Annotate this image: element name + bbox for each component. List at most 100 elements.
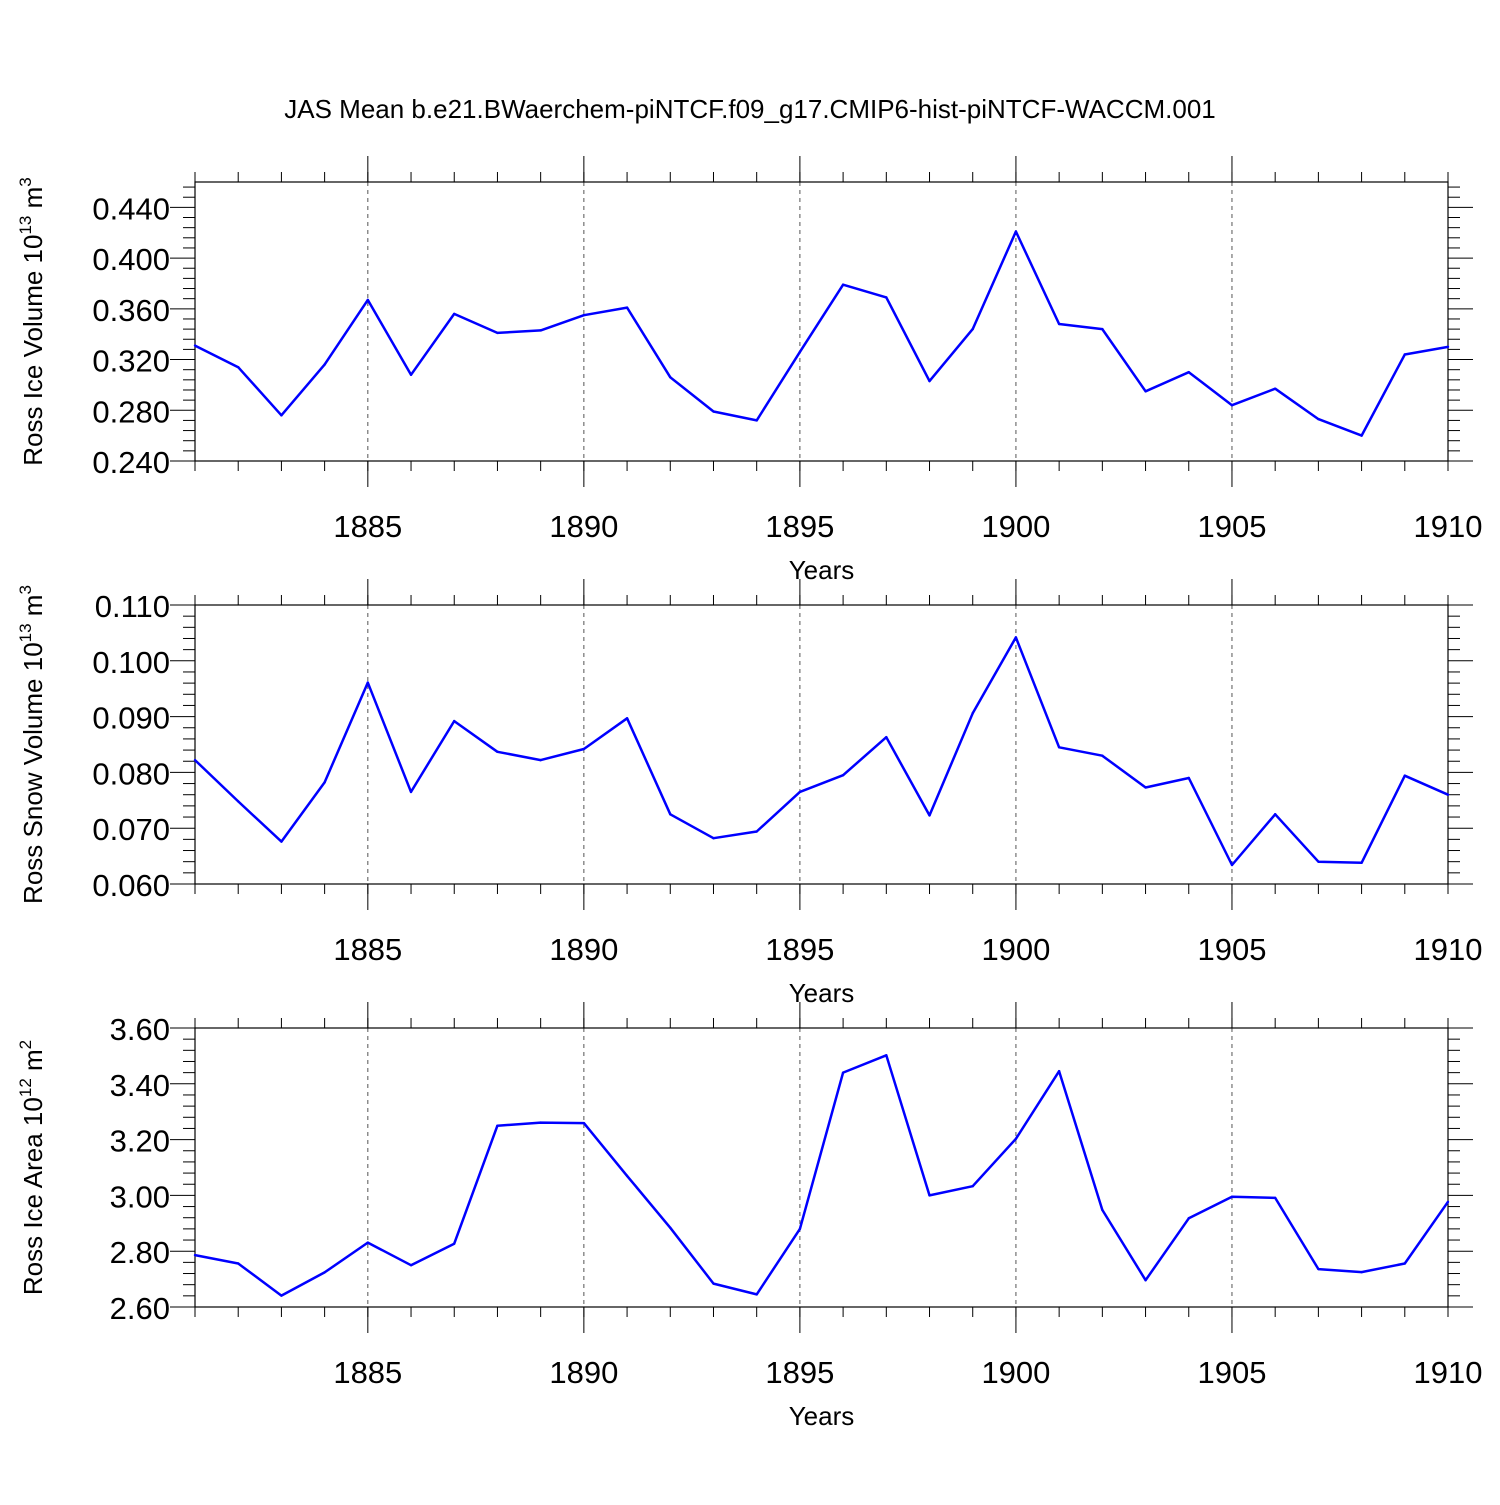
ross-ice-area-point (280, 1294, 283, 1297)
ross-ice-volume-point (712, 410, 715, 413)
x-tick-label: 1885 (333, 1355, 402, 1390)
ross-snow-volume-point (841, 773, 845, 777)
ross-ice-area-point (1446, 1200, 1450, 1204)
ross-ice-volume-point (539, 329, 542, 332)
ross-snow-volume-point (323, 781, 326, 784)
x-tick-label: 1910 (1414, 509, 1483, 544)
ross-snow-volume-point (409, 790, 413, 794)
ross-ice-volume-point (755, 419, 758, 422)
x-tick-label: 1890 (549, 1355, 618, 1390)
ross-snow-volume-point (1014, 636, 1018, 639)
x-tick-label: 1885 (333, 932, 402, 967)
ross-ice-volume-series-line (194, 230, 1449, 437)
ross-ice-area-point (193, 1253, 197, 1257)
ross-ice-volume-point (1101, 327, 1104, 331)
ross-snow-volume-point (885, 736, 888, 739)
ross-snow-volume-point (1230, 863, 1234, 867)
ross-ice-volume-point (1014, 230, 1018, 233)
plot-frame (194, 181, 1449, 462)
ross-ice-volume-point (193, 344, 197, 347)
ross-ice-volume-point (971, 327, 974, 331)
y-tick-label: 0.280 (92, 394, 170, 429)
ross-snow-volume-point (625, 717, 629, 720)
y-tick-label: 3.60 (110, 1012, 170, 1047)
ross-ice-area-point (496, 1124, 499, 1127)
x-axis-label: Years (789, 978, 855, 1008)
y-tick-label: 0.070 (92, 812, 170, 847)
ross-ice-volume-point (669, 376, 672, 379)
ross-ice-area-point (1014, 1137, 1018, 1140)
ross-ice-area-point (1101, 1208, 1104, 1212)
y-tick-label: 0.240 (92, 445, 170, 480)
ross-ice-volume-point (1144, 390, 1147, 393)
ross-ice-area-point (366, 1241, 370, 1244)
ross-ice-area-point (669, 1226, 672, 1229)
ross-snow-volume-point (712, 837, 715, 840)
x-tick-label: 1895 (765, 932, 834, 967)
ross-ice-volume-point (885, 296, 888, 299)
ross-ice-area-point (1317, 1267, 1320, 1271)
ross-ice-volume-point (323, 363, 326, 366)
ross-snow-volume-point (1187, 776, 1190, 780)
ross-ice-area-point (1144, 1279, 1147, 1282)
ross-ice-area-point (539, 1121, 542, 1124)
ross-snow-volume-point (1144, 786, 1147, 789)
y-axis-label: Ross Snow Volume 1013 m3 (16, 585, 48, 904)
ross-ice-area-point (453, 1242, 456, 1245)
x-tick-label: 1905 (1197, 1355, 1266, 1390)
ross-snow-volume-point (928, 814, 931, 817)
ross-ice-area-point (409, 1263, 413, 1267)
y-tick-label: 0.060 (92, 868, 170, 903)
ross-snow-volume-point (1273, 813, 1277, 816)
x-tick-label: 1910 (1414, 1355, 1483, 1390)
ross-snow-volume-panel: 0.060 0.070 0.080 0.090 0.100 0.110 1885 1890 18… (16, 579, 1482, 1008)
ross-ice-volume-point (280, 414, 283, 417)
ross-snow-volume-point (669, 813, 672, 816)
ross-ice-volume-point (366, 298, 370, 302)
ross-snow-volume-point (237, 800, 240, 803)
ross-ice-area-point (1187, 1217, 1190, 1220)
plot-frame (194, 604, 1449, 885)
ross-ice-area-series-line (194, 1054, 1450, 1297)
ross-ice-volume-point (928, 379, 931, 383)
ross-ice-area-point (582, 1121, 586, 1125)
x-tick-label: 1890 (549, 932, 618, 967)
ross-snow-volume-point (1403, 774, 1406, 777)
y-tick-label: 2.60 (110, 1291, 170, 1326)
ross-snow-volume-point (1360, 861, 1363, 864)
x-tick-label: 1890 (549, 509, 618, 544)
ross-ice-volume-point (841, 283, 845, 286)
ross-ice-volume-point (1317, 417, 1320, 421)
ross-snow-volume-series-line (194, 636, 1449, 867)
y-tick-label: 0.110 (95, 589, 170, 624)
plot-frame (194, 1027, 1449, 1308)
ross-ice-volume-point (625, 306, 629, 309)
ross-snow-volume-point (1317, 860, 1320, 863)
ross-ice-volume-point (798, 350, 802, 354)
ross-ice-area-point (798, 1227, 802, 1231)
ross-ice-volume-point (237, 365, 240, 369)
ross-snow-volume-point (1101, 754, 1104, 757)
ross-ice-area-panel: 2.60 2.80 3.00 3.20 3.40 3.60 1885 1890 1895 1900… (16, 1002, 1482, 1431)
ross-snow-volume-point (453, 719, 456, 723)
ross-ice-area-point (712, 1282, 715, 1285)
ross-snow-volume-point (193, 758, 197, 762)
x-tick-label: 1895 (765, 1355, 834, 1390)
ross-snow-volume-point (496, 750, 499, 753)
ross-snow-volume-point (798, 790, 802, 794)
y-axis-label: Ross Ice Area 1012 m2 (16, 1040, 48, 1295)
ross-ice-volume-panel: 0.240 0.280 0.320 0.360 0.400 0.440 1885 1890 18… (16, 156, 1482, 585)
y-tick-label: 0.360 (92, 293, 170, 328)
ross-ice-area-point (323, 1271, 326, 1274)
y-tick-label: 3.40 (110, 1068, 170, 1103)
ross-ice-area-point (1360, 1270, 1363, 1274)
ross-ice-volume-point (453, 312, 456, 316)
ross-ice-area-point (841, 1071, 845, 1074)
ross-ice-area-point (237, 1262, 240, 1265)
y-tick-label: 2.80 (110, 1235, 170, 1270)
ross-ice-area-point (1057, 1070, 1061, 1073)
x-tick-label: 1895 (765, 509, 834, 544)
ross-snow-volume-point (971, 712, 974, 715)
y-axis-label: Ross Ice Volume 1013 m3 (16, 177, 48, 466)
